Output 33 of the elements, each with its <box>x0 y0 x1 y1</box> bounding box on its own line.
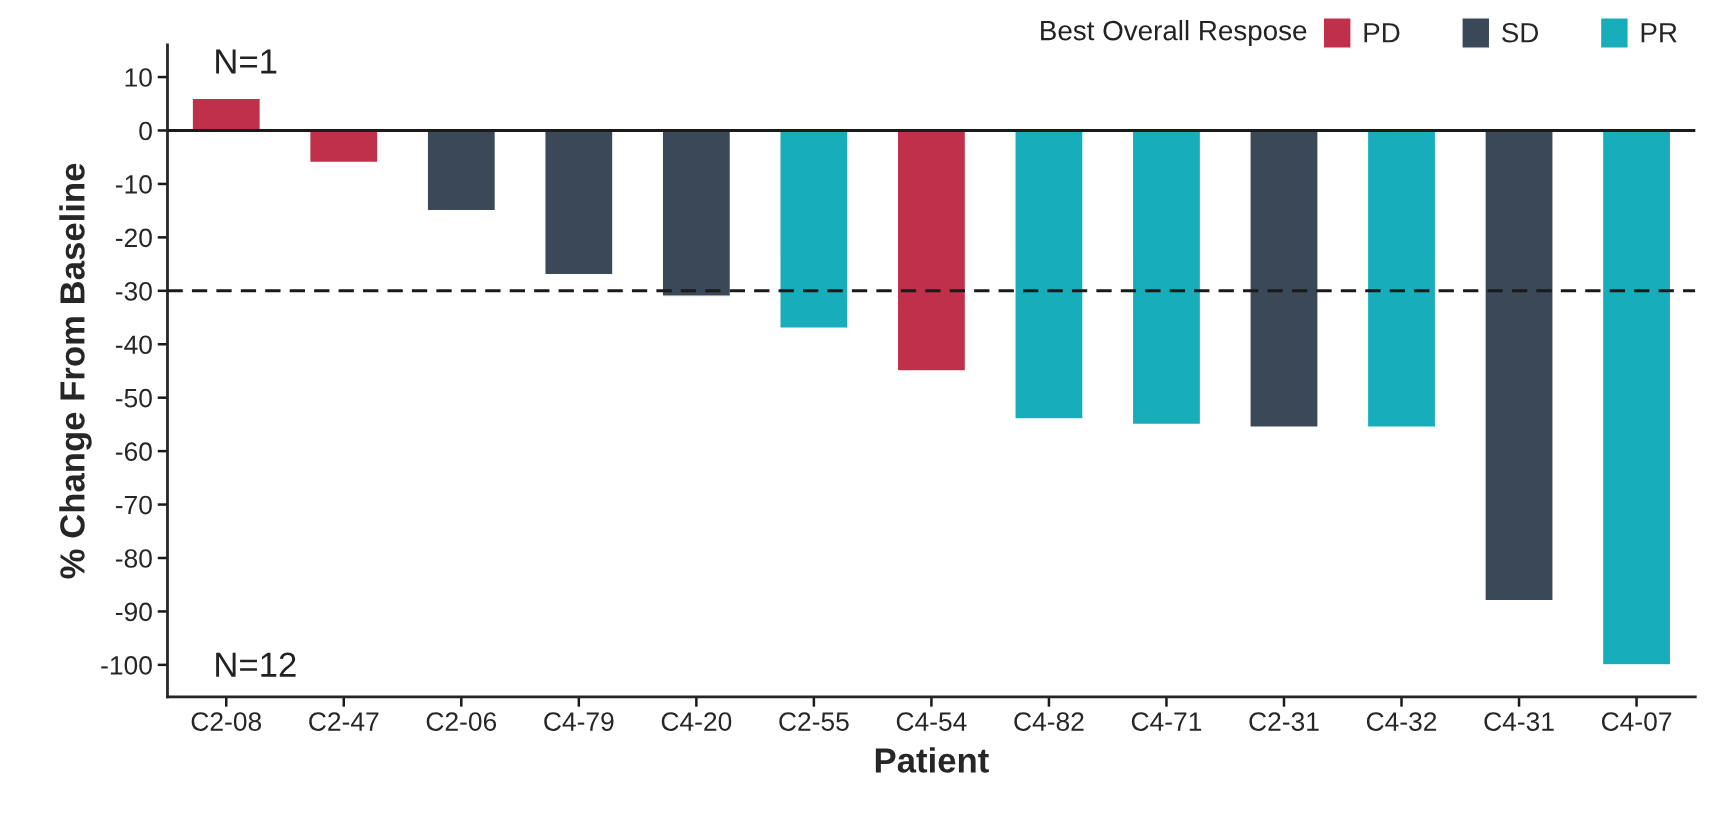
legend-label: PR <box>1641 23 1677 43</box>
x-tick-label: C2-47 <box>309 712 379 731</box>
y-tick-label: -10 <box>115 175 152 194</box>
x-axis-title: Patient <box>875 747 989 773</box>
x-tick-label: C4-71 <box>1131 712 1202 731</box>
x-tick-label: C4-82 <box>1014 712 1084 731</box>
x-tick-label: C2-06 <box>426 712 497 731</box>
x-tick-label: C2-31 <box>1249 712 1319 731</box>
x-tick-label: C4-07 <box>1601 712 1672 731</box>
x-tick-label: C4-54 <box>896 712 967 731</box>
y-tick-label: -30 <box>115 281 152 301</box>
x-tick-label: C4-31 <box>1484 712 1554 731</box>
y-tick-label: 10 <box>125 68 152 87</box>
y-tick-label: -60 <box>115 442 152 461</box>
y-tick-label: -70 <box>115 495 152 515</box>
x-tick-label: C4-32 <box>1366 712 1437 731</box>
legend-label: SD <box>1502 22 1539 43</box>
y-tick-label: -40 <box>115 335 152 355</box>
x-tick-label: C4-20 <box>661 712 732 731</box>
y-tick-label: -50 <box>115 388 152 408</box>
annotation: N=1 <box>216 49 277 74</box>
annotation: N=12 <box>216 652 296 677</box>
legend-label: PD <box>1364 23 1400 43</box>
y-tick-label: -90 <box>115 602 152 622</box>
x-tick-label: C2-08 <box>191 712 262 731</box>
y-tick-label: 0 <box>139 121 152 141</box>
x-tick-label: C2-55 <box>779 712 849 731</box>
y-tick-label: -80 <box>115 549 152 568</box>
legend-title: Best Overall Respose <box>1041 20 1307 46</box>
x-tick-label: C4-79 <box>544 712 614 731</box>
y-tick-label: -100 <box>101 656 152 675</box>
y-axis-title: % Change From Baseline <box>59 163 92 579</box>
y-tick-label: -20 <box>115 228 152 248</box>
